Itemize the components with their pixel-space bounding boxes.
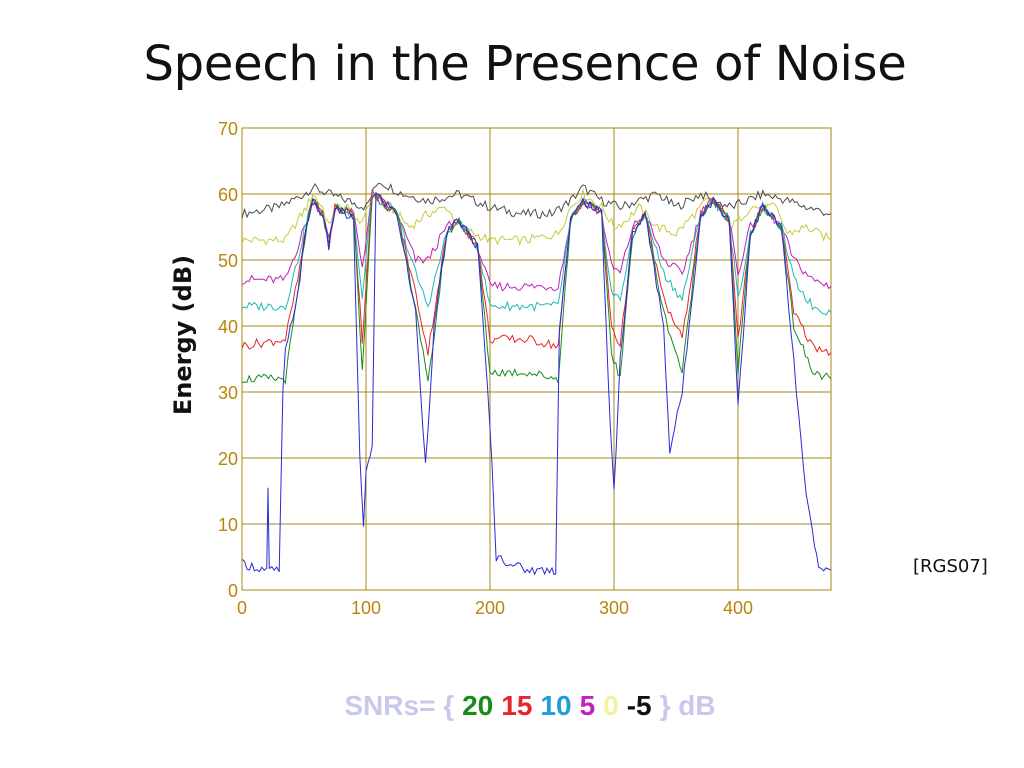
y-tick-label-40: 40 [218, 317, 238, 337]
legend-item-1: 15 [501, 690, 533, 721]
x-tick-label-300: 300 [599, 598, 629, 618]
legend-prefix: SNRs= { [344, 690, 455, 721]
series-line-2 [241, 188, 832, 292]
y-tick-label-50: 50 [218, 251, 238, 271]
x-tick-label-400: 400 [723, 598, 753, 618]
plot-frame [241, 127, 832, 591]
legend-items: 20 15 10 5 0 -5 [458, 690, 656, 721]
y-tick-label-20: 20 [218, 449, 238, 469]
legend-item-0: 20 [462, 690, 494, 721]
snr-legend: SNRs= {20 15 10 5 0 -5} dB [0, 690, 1024, 722]
series-line-1 [241, 189, 832, 247]
series-line-5 [241, 194, 832, 385]
y-tick-label-10: 10 [218, 515, 238, 535]
y-tick-label-30: 30 [218, 383, 238, 403]
legend-item-5: -5 [626, 690, 652, 721]
series-line-0 [241, 182, 832, 220]
y-tick-label-0: 0 [228, 581, 238, 601]
x-tick-label-0: 0 [237, 598, 247, 618]
y-tick-label-70: 70 [218, 119, 238, 139]
y-tick-label-60: 60 [218, 185, 238, 205]
citation: [RGS07] [913, 556, 988, 577]
legend-item-4: 0 [603, 690, 619, 721]
x-tick-label-100: 100 [351, 598, 381, 618]
legend-suffix: } dB [659, 690, 716, 721]
series-line-6 [241, 191, 832, 576]
slide-title: Speech in the Presence of Noise [143, 36, 907, 92]
legend-item-2: 10 [540, 690, 572, 721]
x-tick-label-200: 200 [475, 598, 505, 618]
legend-item-3: 5 [579, 690, 596, 721]
